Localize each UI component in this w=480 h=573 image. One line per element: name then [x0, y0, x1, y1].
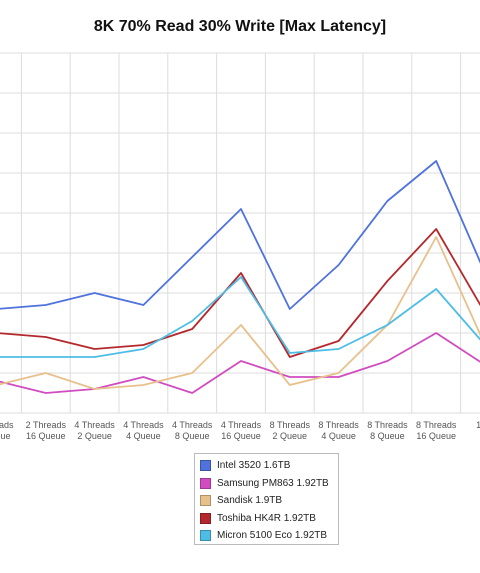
legend-swatch: [200, 495, 211, 507]
legend-label: Samsung PM863 1.92TB: [217, 477, 329, 489]
legend-label: Sandisk 1.9TB: [217, 495, 283, 507]
legend-label: Toshiba HK4R 1.92TB: [217, 512, 316, 524]
legend-item: Samsung PM863 1.92TB: [200, 475, 338, 493]
series-line: [0, 276, 480, 358]
grid: [0, 52, 480, 414]
legend-swatch: [200, 477, 211, 489]
chart-title: 8K 70% Read 30% Write [Max Latency]: [93, 18, 387, 35]
x-tick-label: ThreadsQueue: [0, 420, 14, 441]
x-tick-label: 8 Threads 8 Queue: [367, 420, 408, 441]
x-tick-label: 2 Threads 16 Queue: [26, 420, 67, 441]
legend-label: Intel 3520 1.6TB: [217, 460, 291, 472]
series-line: [0, 332, 480, 394]
legend-label: Micron 5100 Eco 1.92TB: [217, 530, 328, 542]
x-tick-label: 4 Threads 8 Queue: [172, 420, 213, 441]
x-tick-label: 8 Threads 16 Queue: [416, 420, 457, 441]
series-line: [0, 160, 480, 310]
x-tick-label: 4 Threads 2 Queue: [74, 420, 115, 441]
x-tick-label: 4 Threads 16 Queue: [221, 420, 262, 441]
legend-item: Micron 5100 Eco 1.92TB: [200, 527, 338, 545]
x-tick-label: 8 Threads 2 Queue: [270, 420, 311, 441]
legend-swatch: [200, 530, 211, 542]
legend: Intel 3520 1.6TB Samsung PM863 1.92TB Sand…: [194, 453, 339, 545]
legend-item: Sandisk 1.9TB: [200, 492, 338, 510]
x-tick-label: 16 T2: [476, 420, 480, 441]
legend-swatch: [200, 512, 211, 524]
x-tick-label: 4 Threads 4 Queue: [123, 420, 164, 441]
legend-item: Intel 3520 1.6TB: [200, 457, 338, 475]
x-tick-label: 8 Threads 4 Queue: [318, 420, 359, 441]
legend-item: Toshiba HK4R 1.92TB: [200, 510, 338, 528]
series-line: [0, 236, 480, 390]
series-line: [0, 228, 480, 358]
series-layer: [0, 160, 480, 394]
legend-swatch: [200, 460, 211, 472]
